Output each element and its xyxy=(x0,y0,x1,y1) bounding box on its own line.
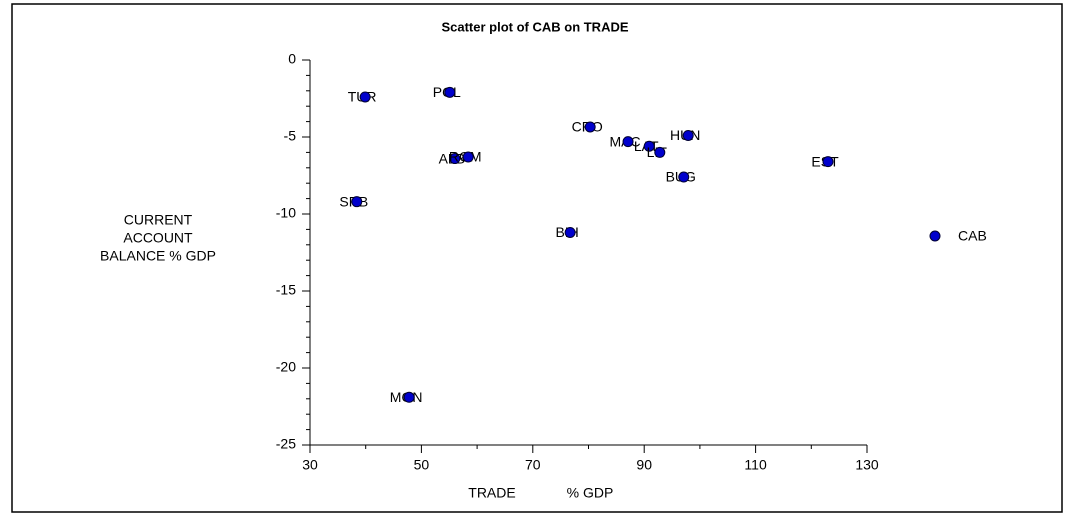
x-tick-label: 50 xyxy=(414,457,430,473)
point xyxy=(822,156,834,168)
point xyxy=(444,86,456,98)
y-axis-label: CURRENT xyxy=(124,212,193,228)
legend-marker xyxy=(929,230,941,242)
x-tick-label: 70 xyxy=(525,457,541,473)
point xyxy=(682,129,694,141)
y-tick-label: 0 xyxy=(288,51,296,67)
y-axis-label: BALANCE % GDP xyxy=(100,248,216,264)
x-tick-label: 110 xyxy=(744,457,767,473)
chart-frame xyxy=(11,3,1063,513)
y-tick-label: -10 xyxy=(276,205,296,221)
point xyxy=(359,91,371,103)
x-tick-label: 130 xyxy=(855,457,879,473)
y-tick-label: -15 xyxy=(276,282,296,298)
legend-label: CAB xyxy=(958,228,987,244)
point xyxy=(351,196,363,208)
point xyxy=(654,146,666,158)
x-axis-label: % GDP xyxy=(567,485,614,501)
point xyxy=(622,136,634,148)
point xyxy=(678,171,690,183)
x-tick-label: 90 xyxy=(636,457,652,473)
point xyxy=(643,140,655,152)
point xyxy=(584,121,596,133)
y-tick-label: -5 xyxy=(284,128,297,144)
point xyxy=(449,153,461,165)
y-tick-label: -25 xyxy=(276,436,296,452)
point xyxy=(403,391,415,403)
point xyxy=(462,151,474,163)
point xyxy=(564,226,576,238)
y-tick-label: -20 xyxy=(276,359,296,375)
x-tick-label: 30 xyxy=(302,457,318,473)
chart-title: Scatter plot of CAB on TRADE xyxy=(441,19,628,34)
x-axis-label: TRADE xyxy=(468,485,515,501)
y-axis-label: ACCOUNT xyxy=(123,230,193,246)
